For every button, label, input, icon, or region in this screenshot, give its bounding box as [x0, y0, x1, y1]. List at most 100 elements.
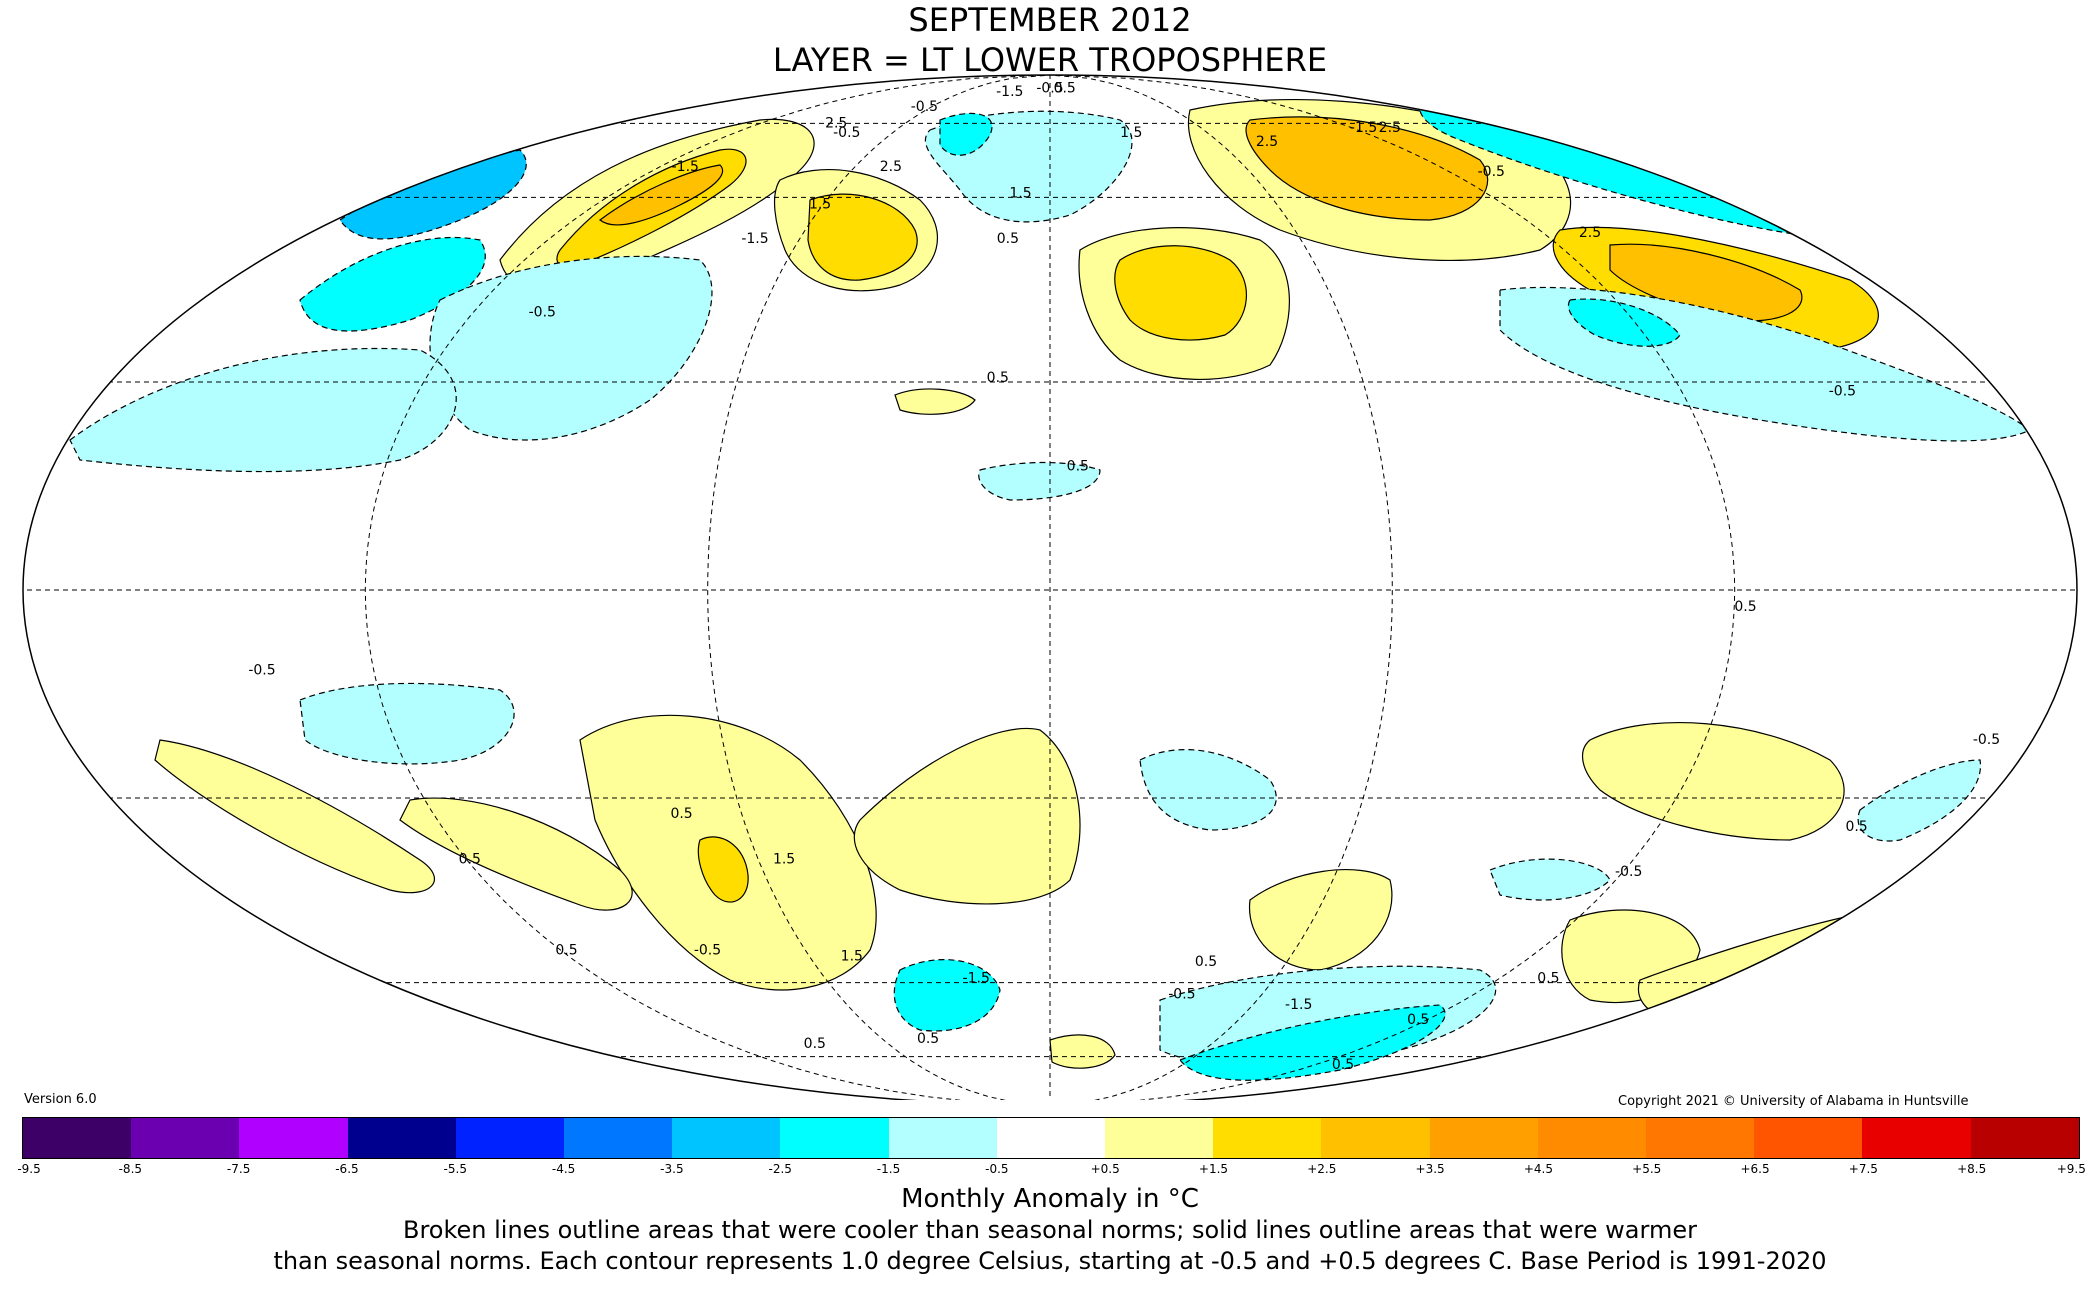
- cool-region-south-pacific-east: [299, 682, 515, 765]
- contour-label: 0.5: [1067, 459, 1089, 475]
- meridian-line: [1049, 75, 1393, 1100]
- color-scale-tick: -5.5: [443, 1162, 467, 1176]
- version-label: Version 6.0: [24, 1092, 97, 1107]
- contour-label: 0.5: [1407, 1012, 1429, 1028]
- contour-label: -1.5: [1350, 120, 1377, 136]
- contour-label: 2.5: [880, 159, 902, 175]
- explanation-line-1: Broken lines outline areas that were coo…: [403, 1216, 1697, 1244]
- cool-region-south-indian: [1489, 858, 1611, 901]
- warm-region-south-atlantic: [853, 727, 1081, 905]
- warm-region-south-pacific-band2: [399, 797, 633, 911]
- color-swatch: [131, 1118, 240, 1158]
- copyright-label: Copyright 2021 © University of Alabama i…: [1618, 1094, 1969, 1109]
- cool-region-east-pacific: [69, 347, 457, 473]
- map-title: SEPTEMBER 2012: [908, 1, 1192, 39]
- color-scale-tick: -1.5: [876, 1162, 901, 1176]
- cool-core-southern-ocean: [1179, 1004, 1446, 1081]
- color-scale-tick: -7.5: [226, 1162, 251, 1176]
- color-scale-ticks: -9.5 -8.5 -7.5 -6.5 -5.5 -4.5 -3.5 -2.5 -1.5 -0.5…: [17, 1162, 2086, 1182]
- contour-label: -0.5: [1168, 987, 1195, 1003]
- map-subtitle: LAYER = LT LOWER TROPOSPHERE: [772, 41, 1328, 79]
- color-scale-tick: +2.5: [1307, 1162, 1337, 1176]
- color-scale-tick: -8.5: [118, 1162, 143, 1176]
- color-swatch: [564, 1118, 673, 1158]
- color-swatch: [1321, 1118, 1430, 1158]
- color-scale-tick: +3.5: [1415, 1162, 1445, 1176]
- cool-region-tasman: [1857, 759, 1982, 842]
- warm-core-siberia: [1245, 116, 1489, 221]
- color-swatch: [1429, 1118, 1538, 1158]
- warm-core-east-europe: [1114, 245, 1248, 341]
- contour-label: -0.5: [1973, 732, 2000, 748]
- meridian-line: [1049, 75, 1736, 1100]
- contour-label: -0.5: [529, 305, 556, 321]
- cool-region-south-america-tip: [893, 959, 1001, 1032]
- contour-label: 1.5: [773, 852, 795, 868]
- warm-core-patagonia: [697, 836, 749, 903]
- explanation-line-2: than seasonal norms. Each contour repres…: [273, 1247, 1827, 1275]
- contour-label: -0.5: [694, 943, 721, 959]
- color-swatch: [1105, 1118, 1214, 1158]
- contour-label: -1.5: [672, 159, 699, 175]
- world-anomaly-map: -0.5-0.52.52.51.5-1.5-1.5-0.51.5-1.5 -0.5…: [22, 74, 2078, 1100]
- color-scale-tick: +6.5: [1740, 1162, 1770, 1176]
- contour-label: 0.5: [1845, 819, 1867, 835]
- contour-labels: -0.5-0.52.52.51.5-1.5-1.5-0.51.5-1.5 -0.5…: [248, 81, 2000, 1074]
- color-swatch: [239, 1118, 348, 1158]
- warm-core-north-atlantic: [807, 193, 918, 281]
- color-scale-bar: [22, 1117, 2080, 1159]
- meridian-line: [364, 75, 1051, 1100]
- contour-label: 1.5: [809, 196, 831, 212]
- warm-region-australia: [1582, 721, 1845, 841]
- contour-label: 0.5: [997, 231, 1019, 247]
- warm-core-east-asia: [1609, 243, 1803, 322]
- contour-label: -1.5: [1285, 997, 1312, 1013]
- contour-label: 2.5: [825, 116, 847, 132]
- warm-region-indian-ocean: [1248, 869, 1393, 971]
- contour-label: 1.5: [1009, 185, 1031, 201]
- contour-label: 1.5: [1120, 125, 1142, 141]
- color-scale-tick: +5.5: [1632, 1162, 1662, 1176]
- color-swatch: [347, 1118, 456, 1158]
- contour-label: -0.5: [1615, 864, 1642, 880]
- meridian-line: [707, 75, 1051, 1100]
- warm-region-south-pacific-band: [154, 739, 435, 894]
- color-scale-tick: -3.5: [660, 1162, 684, 1176]
- contour-label: -0.5: [1478, 164, 1505, 180]
- contour-label: -0.5: [1829, 383, 1856, 399]
- contour-label: 0.5: [459, 852, 481, 868]
- contour-label: 0.5: [1054, 81, 1076, 97]
- color-swatch: [1537, 1118, 1647, 1158]
- contour-label: 0.5: [804, 1036, 826, 1052]
- color-scale-tick: +4.5: [1523, 1162, 1553, 1176]
- warm-region-antarctic-east: [1049, 1034, 1116, 1069]
- warm-core-greenland-2: [599, 164, 724, 226]
- contour-label: -1.5: [963, 971, 990, 987]
- color-swatch: [780, 1118, 889, 1158]
- color-scale-tick: -4.5: [551, 1162, 576, 1176]
- contour-label: 0.5: [1195, 954, 1217, 970]
- cool-core-arctic-europe: [939, 112, 993, 156]
- color-swatch: [996, 1118, 1106, 1158]
- units-label: Monthly Anomaly in °C: [901, 1184, 1199, 1214]
- color-swatch: [1646, 1118, 1755, 1158]
- contour-label: 0.5: [1537, 971, 1559, 987]
- contour-label: 2.5: [1379, 120, 1401, 136]
- color-scale-tick: +0.5: [1090, 1162, 1120, 1176]
- color-swatch: [1213, 1118, 1322, 1158]
- contour-label: -0.5: [911, 99, 938, 115]
- color-swatch: [1862, 1118, 1971, 1158]
- color-swatch: [23, 1118, 132, 1158]
- color-swatch: [672, 1118, 781, 1158]
- contour-label: 1.5: [841, 948, 863, 964]
- contour-label: 2.5: [1579, 225, 1601, 241]
- color-swatch: [888, 1118, 997, 1158]
- contour-label: -0.5: [248, 663, 275, 679]
- contour-label: -0.5: [833, 125, 860, 141]
- contour-label: 0.5: [555, 943, 577, 959]
- contour-label: 0.5: [917, 1031, 939, 1047]
- color-swatch: [1754, 1118, 1863, 1158]
- color-scale-tick: -6.5: [335, 1162, 359, 1176]
- color-scale-tick: +7.5: [1848, 1162, 1878, 1176]
- color-scale-tick: -9.5: [17, 1162, 41, 1176]
